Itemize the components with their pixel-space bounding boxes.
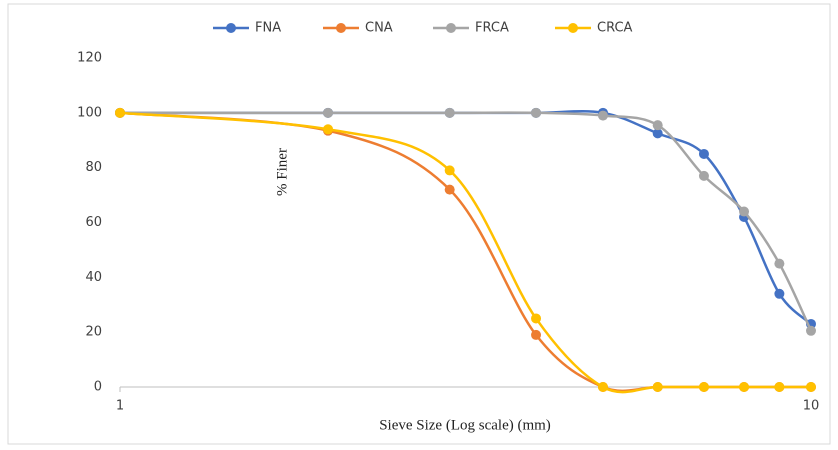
data-point xyxy=(531,313,542,324)
legend-marker xyxy=(446,23,456,33)
data-point xyxy=(323,124,334,135)
data-point xyxy=(652,120,663,131)
y-tick-label: 60 xyxy=(85,215,102,230)
data-point xyxy=(806,325,816,336)
data-point xyxy=(698,148,709,159)
x-tick-label: 1 xyxy=(116,399,124,414)
data-point xyxy=(115,107,125,118)
chart-frame xyxy=(7,3,831,445)
legend-label: CNA xyxy=(365,21,393,36)
legend-label: FNA xyxy=(255,21,281,36)
data-point xyxy=(531,107,542,118)
data-point xyxy=(774,288,785,299)
y-tick-label: 80 xyxy=(85,160,102,175)
legend-marker xyxy=(568,23,578,33)
data-point xyxy=(597,110,608,121)
x-axis-title: Sieve Size (Log scale) (mm) xyxy=(379,417,551,433)
data-point xyxy=(652,128,663,139)
x-tick-label: 10 xyxy=(803,399,820,414)
data-point xyxy=(323,107,334,118)
data-point xyxy=(806,382,816,392)
legend-marker xyxy=(336,23,346,33)
legend-marker xyxy=(226,23,236,33)
data-point xyxy=(652,382,663,392)
data-point xyxy=(531,329,542,340)
data-point xyxy=(739,206,750,217)
y-tick-label: 0 xyxy=(94,380,102,395)
y-tick-label: 120 xyxy=(77,51,102,66)
data-point xyxy=(739,382,750,392)
data-point xyxy=(698,382,709,392)
data-point xyxy=(444,165,455,176)
y-tick-label: 40 xyxy=(85,270,102,285)
data-point xyxy=(774,258,785,269)
data-point xyxy=(444,107,455,118)
data-point xyxy=(698,170,709,181)
legend-label: CRCA xyxy=(597,21,633,36)
data-point xyxy=(597,382,608,392)
y-tick-label: 20 xyxy=(85,325,102,340)
y-tick-label: 100 xyxy=(77,105,102,120)
legend-label: FRCA xyxy=(475,21,509,36)
data-point xyxy=(774,382,785,392)
y-axis-title: % Finer xyxy=(274,148,290,196)
data-point xyxy=(444,184,455,195)
